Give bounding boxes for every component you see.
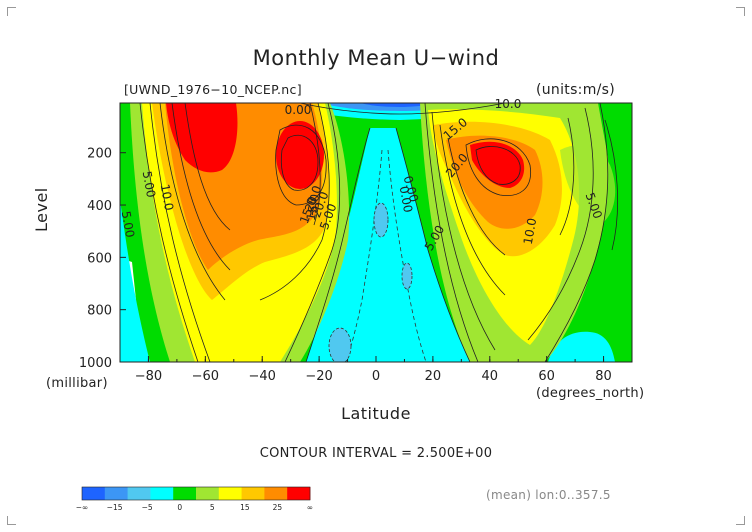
y-tick-label: 600 [87,251,112,266]
colorbar-swatch [241,487,265,500]
x-tick-label: −60 [192,369,219,384]
x-tick-label: 60 [538,369,555,384]
contour-label: 10.0 [158,183,176,212]
corner-mark-tl [7,7,16,16]
x-tick-label: −20 [305,369,332,384]
x-tick-label: −40 [249,369,276,384]
corner-mark-bl [7,516,16,525]
contour-label: 5.00 [119,210,137,239]
x-tick-label: 20 [425,369,442,384]
contour-label: 15.0 [304,193,322,222]
y-axis-title: Level [32,187,51,232]
colorbar-swatch [82,487,106,500]
colorbar-label: 25 [273,503,283,512]
x-axis-ticks: −80 −60 −40 −20 0 20 40 60 80 [119,356,633,384]
x-tick-label: −80 [135,369,162,384]
x-tick-label: 40 [482,369,499,384]
contour-label: 0.00 [401,174,421,203]
x-axis-title: Latitude [341,404,411,423]
colorbar-label: 15 [240,503,250,512]
chart-title: Monthly Mean U−wind [252,46,500,70]
x-tick-label: 80 [595,369,612,384]
colorbar-label: ∞ [307,503,313,512]
contour-interval-text: CONTOUR INTERVAL = 2.500E+00 [259,446,493,461]
colorbar-swatch [196,487,220,500]
y-tick-label: 800 [87,304,112,319]
colorbar-label: −5 [142,503,153,512]
colorbar-swatch [150,487,174,500]
contour-label: 0.00 [285,103,312,117]
corner-mark-tr [736,7,745,16]
contour-label: 0.00 [397,185,415,214]
dataset-label: [UWND_1976−10_NCEP.nc] [124,82,302,97]
contour-fill [120,103,632,362]
colorbar-swatch [287,487,311,500]
colorbar-label: −15 [107,503,123,512]
colorbar-label: 0 [177,503,182,512]
colorbar-label: 5 [210,503,215,512]
colorbar: −∞ −15 −5 0 5 15 25 ∞ [76,486,313,512]
x-tick-label: 0 [372,369,380,384]
contour-label: 5.00 [140,170,158,199]
y-unit-label: (millibar) [46,376,108,391]
colorbar-swatch [173,487,197,500]
x-unit-label: (degrees_north) [536,386,645,401]
contour-label: 10.0 [521,217,539,246]
footnote: (mean) lon:0..357.5 [486,488,611,502]
y-tick-label: 1000 [79,356,112,371]
colorbar-swatch [127,487,151,500]
y-tick-label: 400 [87,199,112,214]
colorbar-swatch [104,487,128,500]
colorbar-label: −∞ [76,503,89,512]
colorbar-outline [81,486,311,501]
colorbar-swatch [264,487,288,500]
y-axis-ticks: 200 400 600 800 1000 [79,147,126,371]
y-tick-label: 200 [87,147,112,162]
contour-label: 10.0 [495,97,522,111]
units-label: (units:m/s) [536,82,616,98]
colorbar-swatch [218,487,242,500]
corner-mark-br [736,516,745,525]
